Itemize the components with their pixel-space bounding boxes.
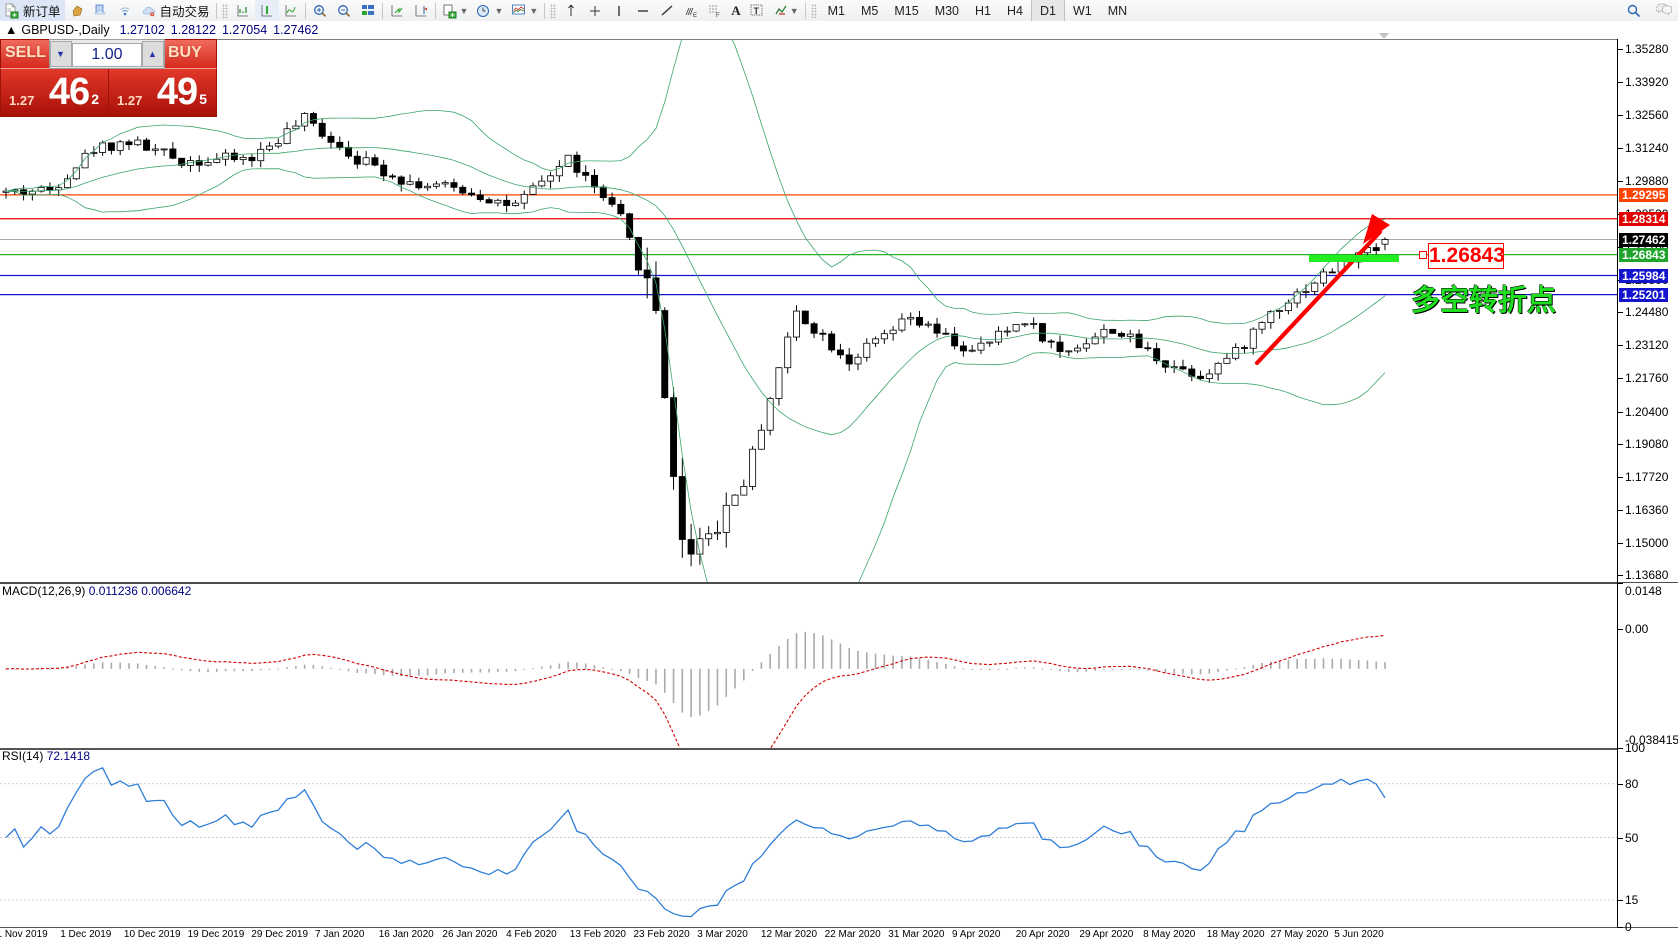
svg-text:T: T: [753, 6, 759, 16]
svg-text:E: E: [693, 13, 697, 19]
svg-text:F: F: [716, 13, 720, 19]
